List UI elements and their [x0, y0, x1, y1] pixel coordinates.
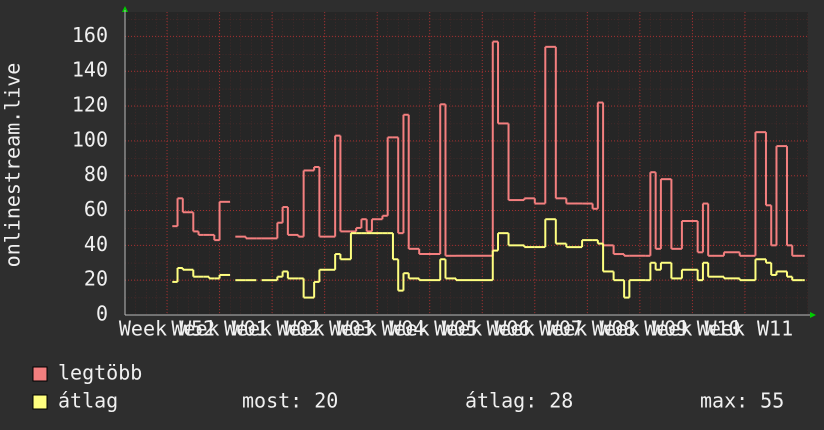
stat-label: most:: [242, 389, 302, 413]
y-tick-label: 60: [84, 197, 108, 221]
x-tick-label: Week W52: [119, 317, 215, 341]
axis-arrow: [122, 6, 128, 12]
x-tick-label: Week W05: [382, 317, 478, 341]
y-tick-label: 100: [72, 127, 108, 151]
y-tick-label: 20: [84, 267, 108, 291]
x-tick-label: Week W06: [434, 317, 530, 341]
stat-value: 55: [760, 389, 784, 413]
x-tick-label: Week W08: [539, 317, 635, 341]
x-tick-label: Week W02: [224, 317, 320, 341]
y-axis-label: onlinestream.live: [1, 63, 25, 268]
x-tick-label: Week W03: [276, 317, 372, 341]
x-tick-label: Week W07: [487, 317, 583, 341]
x-tick-label: Week W01: [171, 317, 267, 341]
minor-grid: [125, 12, 808, 315]
legend-swatch: [32, 366, 48, 382]
y-tick-label: 40: [84, 232, 108, 256]
y-tick-label: 80: [84, 162, 108, 186]
y-tick-label: 160: [72, 23, 108, 47]
x-tick-label: Week W09: [592, 317, 688, 341]
stat-label: max:: [700, 389, 748, 413]
y-tick-label: 0: [96, 302, 108, 326]
x-tick-label: Week W04: [329, 317, 425, 341]
x-tick-label: Week W11: [697, 317, 793, 341]
y-tick-label: 120: [72, 93, 108, 117]
stat-value: 28: [549, 389, 573, 413]
legend-label: átlag: [58, 389, 118, 413]
x-tick-label: Week W10: [644, 317, 740, 341]
stat-label: átlag:: [465, 389, 537, 413]
legend-swatch: [32, 394, 48, 410]
axis-arrow: [810, 312, 816, 318]
y-tick-label: 140: [72, 58, 108, 82]
legend-label: legtöbb: [58, 361, 142, 385]
stat-value: 20: [314, 389, 338, 413]
